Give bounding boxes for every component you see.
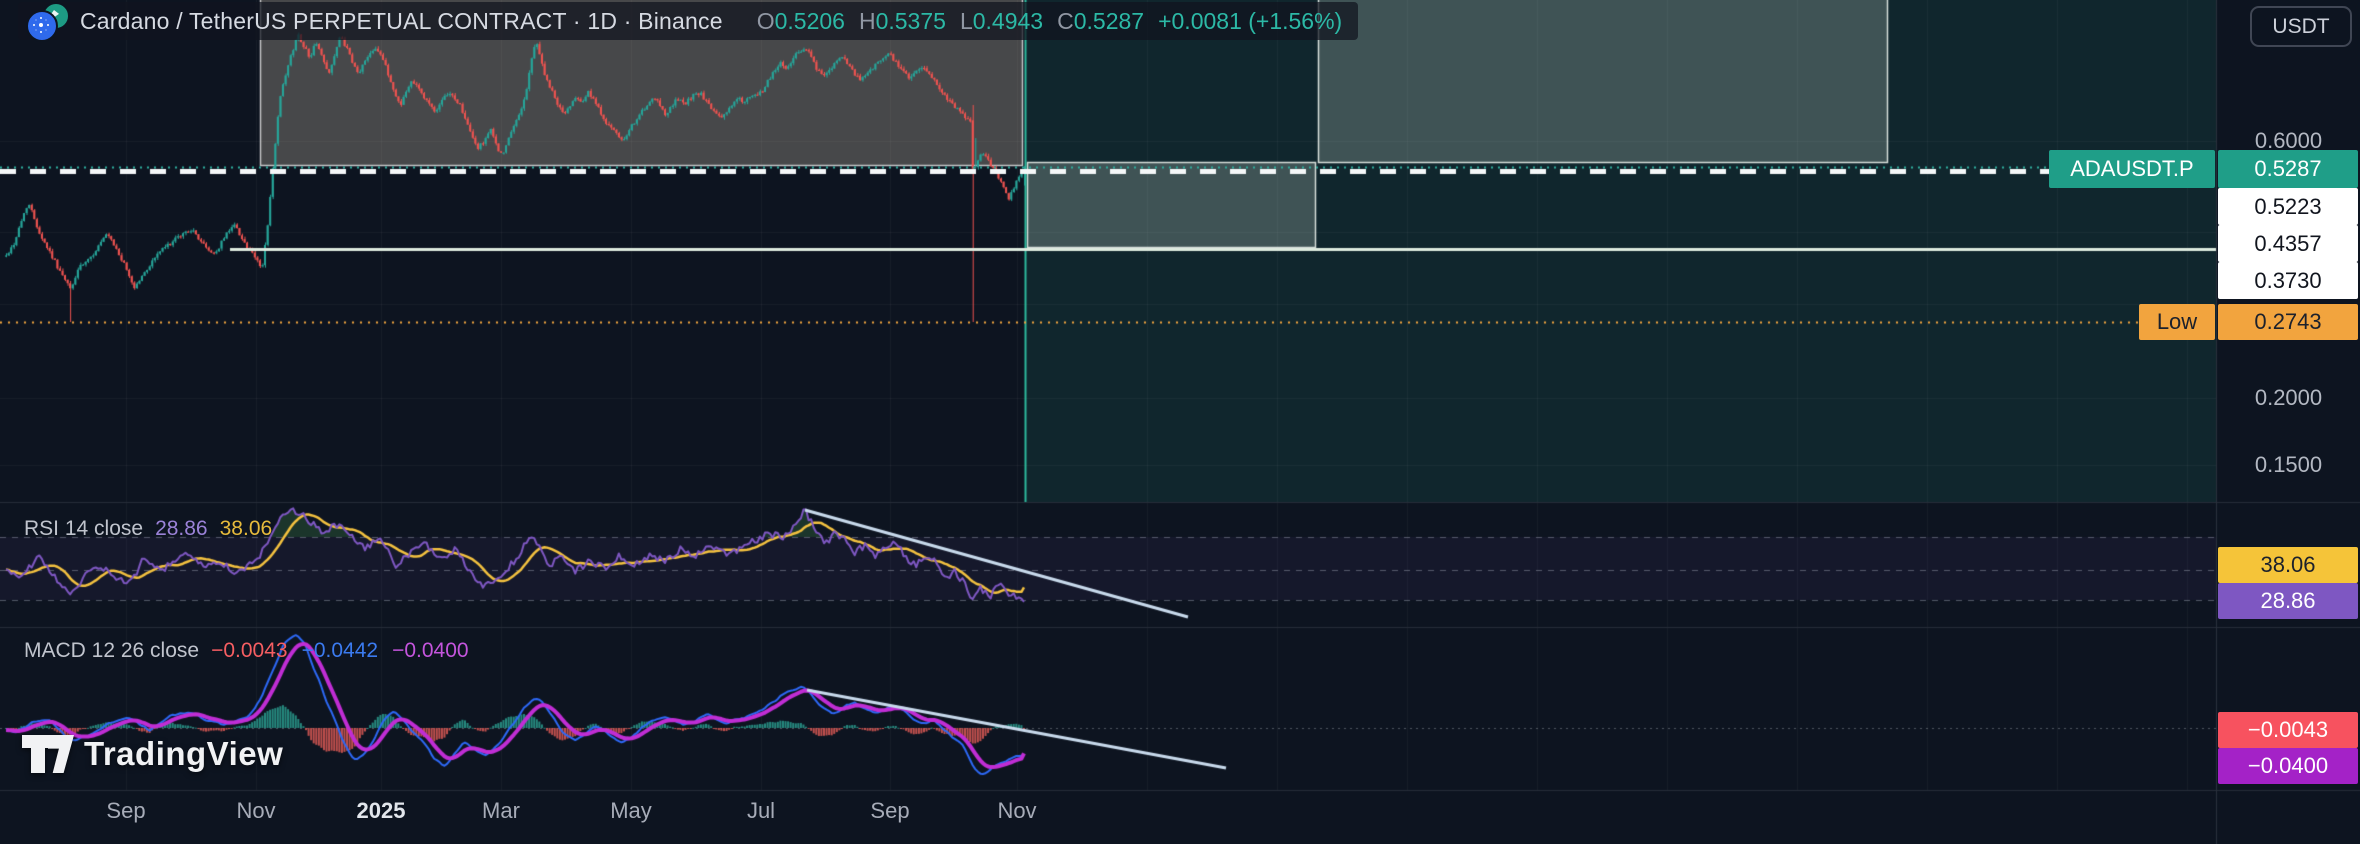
macd-hist-value: −0.0043 (211, 639, 288, 662)
price-tag: 0.4357 (2218, 225, 2358, 262)
price-tick: 0.6000 (2254, 128, 2323, 153)
time-axis-label: Jul (746, 798, 776, 823)
price-scale[interactable]: 0.6000 0.2000 0.1500 0.5287 0.5223 0.4357 0.37… (2217, 0, 2360, 844)
price-tag: 0.5223 (2218, 188, 2358, 225)
symbol-header: Cardano / TetherUS PERPETUAL CONTRACT · … (18, 2, 1359, 42)
macd-indicator-label: MACD 12 26 close −0.0043 −0.0442 −0.0400 (24, 639, 469, 663)
rsi-indicator-label: RSI 14 close 28.86 38.06 (24, 517, 272, 541)
low-marker-tag: Low (2139, 304, 2215, 340)
cardano-logo-icon (26, 10, 58, 42)
price-tag: 38.06 (2218, 547, 2358, 583)
watermark-text: TradingView (84, 735, 284, 772)
macd-title[interactable]: MACD 12 26 close (24, 639, 200, 662)
rsi-title[interactable]: RSI 14 close (24, 517, 144, 540)
time-axis-label: Nov (236, 798, 276, 823)
macd-line-value: −0.0442 (301, 639, 379, 662)
price-tick: 0.2000 (2254, 385, 2323, 410)
price-line-symbol-tag: ADAUSDT.P (2049, 150, 2215, 188)
ohlc-readout: O 0.5206 H 0.5375 L 0.4943 C 0.5287 +0.0… (743, 8, 1343, 35)
close-label: C (1057, 7, 1074, 34)
symbol-logo[interactable] (26, 2, 70, 42)
rsi-ma-value: 38.06 (219, 517, 273, 540)
currency-toggle-button[interactable]: USDT (2250, 6, 2352, 47)
open-label: O (756, 7, 775, 34)
open-value: 0.5206 (774, 7, 845, 34)
time-axis-label: May (610, 798, 652, 823)
price-tag: −0.0043 (2218, 712, 2358, 748)
macd-signal-value: −0.0400 (392, 639, 469, 662)
change-value: +0.0081 (+1.56%) (1158, 7, 1343, 34)
time-axis[interactable]: Sep Nov 2025 Mar May Jul Sep Nov (0, 790, 2360, 844)
time-axis-label: Nov (997, 798, 1037, 823)
tradingview-watermark[interactable]: TradingView (22, 735, 283, 773)
high-label: H (858, 7, 876, 34)
price-tag: −0.0400 (2218, 748, 2358, 784)
price-tag: 28.86 (2218, 583, 2358, 619)
close-value: 0.5287 (1073, 7, 1145, 34)
price-tick: 0.1500 (2254, 452, 2323, 477)
tradingview-logo-icon (22, 735, 74, 773)
time-axis-label: Sep (870, 798, 910, 823)
high-value: 0.5375 (875, 7, 946, 34)
price-tag: 0.2743 (2218, 304, 2358, 340)
low-label: L (959, 7, 973, 34)
time-axis-label: Mar (482, 798, 520, 823)
time-axis-label: 2025 (356, 798, 406, 823)
price-tag: 0.3730 (2218, 262, 2358, 299)
time-axis-label: Sep (106, 798, 146, 823)
symbol-title[interactable]: Cardano / TetherUS PERPETUAL CONTRACT · … (80, 7, 723, 34)
rsi-value: 28.86 (155, 517, 208, 540)
price-tag: 0.5287 (2218, 150, 2358, 188)
low-value: 0.4943 (972, 7, 1044, 34)
